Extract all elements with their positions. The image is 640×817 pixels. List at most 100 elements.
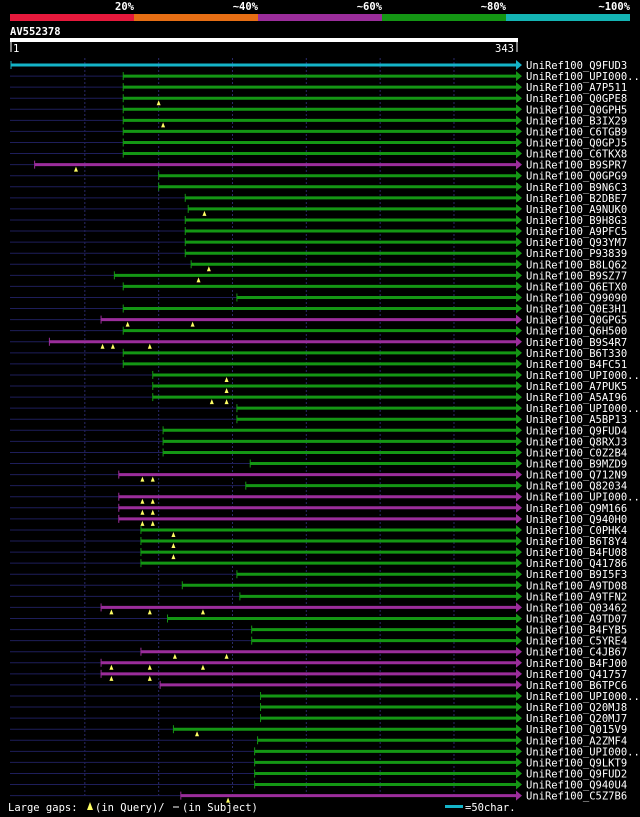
- hit-row[interactable]: UniRef100_Q0E3H1: [10, 303, 627, 316]
- hit-label[interactable]: UniRef100_C5Z7B6: [526, 791, 627, 803]
- hit-label[interactable]: UniRef100_A5AI96: [526, 392, 627, 404]
- hit-label[interactable]: UniRef100_B8LQ62: [526, 259, 627, 271]
- hit-label[interactable]: UniRef100_B9SZ77: [526, 270, 627, 282]
- hit-row[interactable]: UniRef100_UPI000..: [10, 369, 640, 382]
- hit-label[interactable]: UniRef100_Q0GPJ5: [526, 137, 627, 149]
- hit-row[interactable]: UniRef100_B3IX29: [10, 115, 627, 128]
- hit-row[interactable]: UniRef100_C5Z7B6: [10, 790, 627, 803]
- hit-row[interactable]: UniRef100_Q0GPH5: [10, 104, 627, 116]
- hit-row[interactable]: UniRef100_C6TGB9: [10, 126, 627, 138]
- hit-label[interactable]: UniRef100_B9MZD9: [526, 459, 627, 471]
- hit-row[interactable]: UniRef100_C6TKX8: [10, 148, 627, 161]
- hit-label[interactable]: UniRef100_B4FC51: [526, 359, 627, 371]
- hit-label[interactable]: UniRef100_C0Z2B4: [526, 447, 627, 459]
- hit-row[interactable]: UniRef100_B9H8G3: [10, 214, 627, 227]
- hit-row[interactable]: UniRef100_B6TPC6: [10, 679, 627, 692]
- hit-row[interactable]: UniRef100_Q6ETX0: [10, 281, 627, 293]
- hit-row[interactable]: UniRef100_B4FYB5: [10, 624, 627, 637]
- hit-label[interactable]: UniRef100_P93839: [526, 248, 627, 260]
- hit-label[interactable]: UniRef100_A9PFC5: [526, 226, 627, 238]
- hit-label[interactable]: UniRef100_Q41786: [526, 558, 627, 570]
- hit-label[interactable]: UniRef100_B6T330: [526, 348, 627, 360]
- hit-row[interactable]: UniRef100_Q82034: [10, 480, 627, 493]
- hit-row[interactable]: UniRef100_B8LQ62: [10, 259, 627, 272]
- hit-label[interactable]: UniRef100_Q82034: [526, 481, 627, 493]
- hit-row[interactable]: UniRef100_Q015V9: [10, 724, 627, 737]
- hit-row[interactable]: UniRef100_Q9FUD2: [10, 768, 627, 780]
- hit-label[interactable]: UniRef100_C6TKX8: [526, 149, 627, 161]
- hit-row[interactable]: UniRef100_C4JB67: [10, 646, 627, 659]
- hit-row[interactable]: UniRef100_A5BP13: [10, 414, 627, 426]
- hit-row[interactable]: UniRef100_UPI000..: [10, 71, 640, 83]
- hit-row[interactable]: UniRef100_B9SZ77: [10, 270, 627, 283]
- hit-label[interactable]: UniRef100_C6TGB9: [526, 126, 627, 138]
- hit-label[interactable]: UniRef100_A7PUK5: [526, 381, 627, 393]
- hit-row[interactable]: UniRef100_A9TD07: [10, 613, 627, 626]
- hit-label[interactable]: UniRef100_B9H8G3: [526, 215, 627, 227]
- hit-label[interactable]: UniRef100_UPI000..: [526, 746, 640, 758]
- hit-row[interactable]: UniRef100_B2DBE7: [10, 192, 627, 205]
- hit-label[interactable]: UniRef100_B6T8Y4: [526, 536, 627, 548]
- hit-label[interactable]: UniRef100_Q0GPE8: [526, 93, 627, 105]
- hit-row[interactable]: UniRef100_Q03462: [10, 602, 627, 615]
- hit-row[interactable]: UniRef100_B9SPR7: [10, 159, 627, 172]
- hit-label[interactable]: UniRef100_B2DBE7: [526, 193, 627, 205]
- hit-row[interactable]: UniRef100_C0Z2B4: [10, 447, 627, 459]
- hit-label[interactable]: UniRef100_Q0GPG5: [526, 315, 627, 327]
- hit-label[interactable]: UniRef100_Q9M166: [526, 503, 627, 515]
- hit-row[interactable]: UniRef100_Q940H0: [10, 513, 627, 526]
- hit-label[interactable]: UniRef100_Q20MJ8: [526, 702, 627, 714]
- hit-label[interactable]: UniRef100_UPI000..: [526, 71, 640, 83]
- hit-label[interactable]: UniRef100_Q0GPG9: [526, 171, 627, 183]
- hit-row[interactable]: UniRef100_B9MZD9: [10, 458, 627, 471]
- hit-label[interactable]: UniRef100_B9N6C3: [526, 182, 627, 194]
- hit-label[interactable]: UniRef100_B4FU08: [526, 547, 627, 559]
- hit-label[interactable]: UniRef100_Q6H500: [526, 326, 627, 338]
- hit-label[interactable]: UniRef100_Q940H0: [526, 514, 627, 526]
- hit-label[interactable]: UniRef100_UPI000..: [526, 492, 640, 504]
- hit-label[interactable]: UniRef100_Q03462: [526, 602, 627, 614]
- hit-row[interactable]: UniRef100_Q9LKT9: [10, 757, 627, 769]
- hit-row[interactable]: UniRef100_B4FC51: [10, 358, 627, 371]
- hit-row[interactable]: UniRef100_B9I5F3: [10, 569, 627, 581]
- hit-row[interactable]: UniRef100_C5YRE4: [10, 635, 627, 648]
- hit-row[interactable]: UniRef100_B9S4R7: [10, 336, 627, 349]
- hit-row[interactable]: UniRef100_Q0GPG5: [10, 314, 627, 327]
- hit-row[interactable]: UniRef100_Q93YM7: [10, 237, 627, 249]
- hit-row[interactable]: UniRef100_C0PHK4: [10, 524, 627, 537]
- hit-label[interactable]: UniRef100_Q9FUD3: [526, 60, 627, 72]
- hit-label[interactable]: UniRef100_Q8RXJ3: [526, 436, 627, 448]
- hit-label[interactable]: UniRef100_C0PHK4: [526, 525, 627, 537]
- hit-row[interactable]: UniRef100_Q20MJ7: [10, 713, 627, 725]
- hit-row[interactable]: UniRef100_A9TD08: [10, 580, 627, 592]
- hit-label[interactable]: UniRef100_B9I5F3: [526, 569, 627, 581]
- hit-row[interactable]: UniRef100_Q940U4: [10, 779, 627, 792]
- hit-row[interactable]: UniRef100_Q0GPJ5: [10, 137, 627, 149]
- hit-label[interactable]: UniRef100_Q20MJ7: [526, 713, 627, 725]
- hit-label[interactable]: UniRef100_Q0GPH5: [526, 104, 627, 116]
- hit-label[interactable]: UniRef100_Q9FUD2: [526, 768, 627, 780]
- hit-row[interactable]: UniRef100_UPI000..: [10, 746, 640, 758]
- hit-row[interactable]: UniRef100_UPI000..: [10, 690, 640, 703]
- hit-row[interactable]: UniRef100_Q9FUD4: [10, 425, 627, 437]
- hit-row[interactable]: UniRef100_Q99090: [10, 292, 627, 304]
- hit-label[interactable]: UniRef100_UPI000..: [526, 403, 640, 415]
- hit-label[interactable]: UniRef100_B3IX29: [526, 115, 627, 127]
- hit-row[interactable]: UniRef100_B4FJ00: [10, 657, 627, 670]
- hit-row[interactable]: UniRef100_UPI000..: [10, 403, 640, 415]
- hit-row[interactable]: UniRef100_B9N6C3: [10, 181, 627, 194]
- hit-row[interactable]: UniRef100_B6T8Y4: [10, 536, 627, 549]
- hit-row[interactable]: UniRef100_Q9FUD3: [10, 60, 627, 72]
- hit-label[interactable]: UniRef100_Q99090: [526, 292, 627, 304]
- hit-label[interactable]: UniRef100_A2ZMF4: [526, 735, 627, 747]
- hit-row[interactable]: UniRef100_Q0GPE8: [10, 93, 627, 106]
- hit-row[interactable]: UniRef100_B4FU08: [10, 547, 627, 560]
- hit-label[interactable]: UniRef100_Q940U4: [526, 780, 627, 792]
- hit-label[interactable]: UniRef100_A7P511: [526, 82, 627, 94]
- hit-label[interactable]: UniRef100_Q41757: [526, 669, 627, 681]
- hit-label[interactable]: UniRef100_UPI000..: [526, 370, 640, 382]
- hit-label[interactable]: UniRef100_A9NUK0: [526, 204, 627, 216]
- hit-label[interactable]: UniRef100_B4FJ00: [526, 658, 627, 670]
- hit-row[interactable]: UniRef100_A5AI96: [10, 392, 627, 405]
- hit-label[interactable]: UniRef100_Q9FUD4: [526, 425, 627, 437]
